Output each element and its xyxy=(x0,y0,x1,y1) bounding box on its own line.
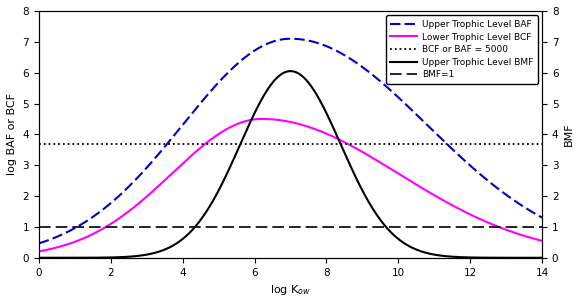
Upper Trophic Level BAF xyxy=(287,37,294,40)
Legend: Upper Trophic Level BAF, Lower Trophic Level BCF, BCF or BAF = 5000, Upper Troph: Upper Trophic Level BAF, Lower Trophic L… xyxy=(386,16,537,84)
Line: Upper Trophic Level BMF: Upper Trophic Level BMF xyxy=(39,71,542,258)
Upper Trophic Level BMF xyxy=(524,256,531,260)
Upper Trophic Level BMF xyxy=(35,256,42,260)
Lower Trophic Level BCF xyxy=(524,235,531,239)
Line: Upper Trophic Level BAF: Upper Trophic Level BAF xyxy=(39,39,542,244)
Lower Trophic Level BCF xyxy=(432,194,439,198)
Y-axis label: BMF: BMF xyxy=(564,123,574,146)
Lower Trophic Level BCF xyxy=(524,235,531,239)
Upper Trophic Level BAF xyxy=(267,41,274,44)
Y-axis label: log BAF or BCF: log BAF or BCF xyxy=(7,93,17,175)
Upper Trophic Level BMF xyxy=(287,69,294,73)
Upper Trophic Level BMF xyxy=(432,253,439,257)
Upper Trophic Level BAF xyxy=(524,207,531,211)
Upper Trophic Level BAF xyxy=(35,242,42,245)
Upper Trophic Level BMF xyxy=(524,256,531,260)
Lower Trophic Level BCF xyxy=(258,117,265,121)
Upper Trophic Level BAF xyxy=(524,208,531,211)
Upper Trophic Level BMF xyxy=(61,256,68,260)
Lower Trophic Level BCF xyxy=(539,239,546,243)
Upper Trophic Level BAF xyxy=(280,37,287,41)
Line: Lower Trophic Level BCF: Lower Trophic Level BCF xyxy=(39,119,542,251)
Upper Trophic Level BMF xyxy=(280,71,287,75)
Lower Trophic Level BCF xyxy=(35,250,42,253)
Lower Trophic Level BCF xyxy=(61,244,68,247)
Upper Trophic Level BMF xyxy=(539,256,546,260)
BCF or BAF = 5000 xyxy=(71,142,78,146)
X-axis label: log K$_{ow}$: log K$_{ow}$ xyxy=(270,283,311,297)
Upper Trophic Level BAF xyxy=(539,216,546,219)
Lower Trophic Level BCF xyxy=(267,117,274,121)
Upper Trophic Level BAF xyxy=(61,232,68,235)
Upper Trophic Level BMF xyxy=(267,84,274,88)
Lower Trophic Level BCF xyxy=(281,119,288,123)
BMF=1 xyxy=(35,225,42,229)
BMF=1 xyxy=(71,225,78,229)
BCF or BAF = 5000 xyxy=(35,142,42,146)
Upper Trophic Level BAF xyxy=(432,131,439,135)
